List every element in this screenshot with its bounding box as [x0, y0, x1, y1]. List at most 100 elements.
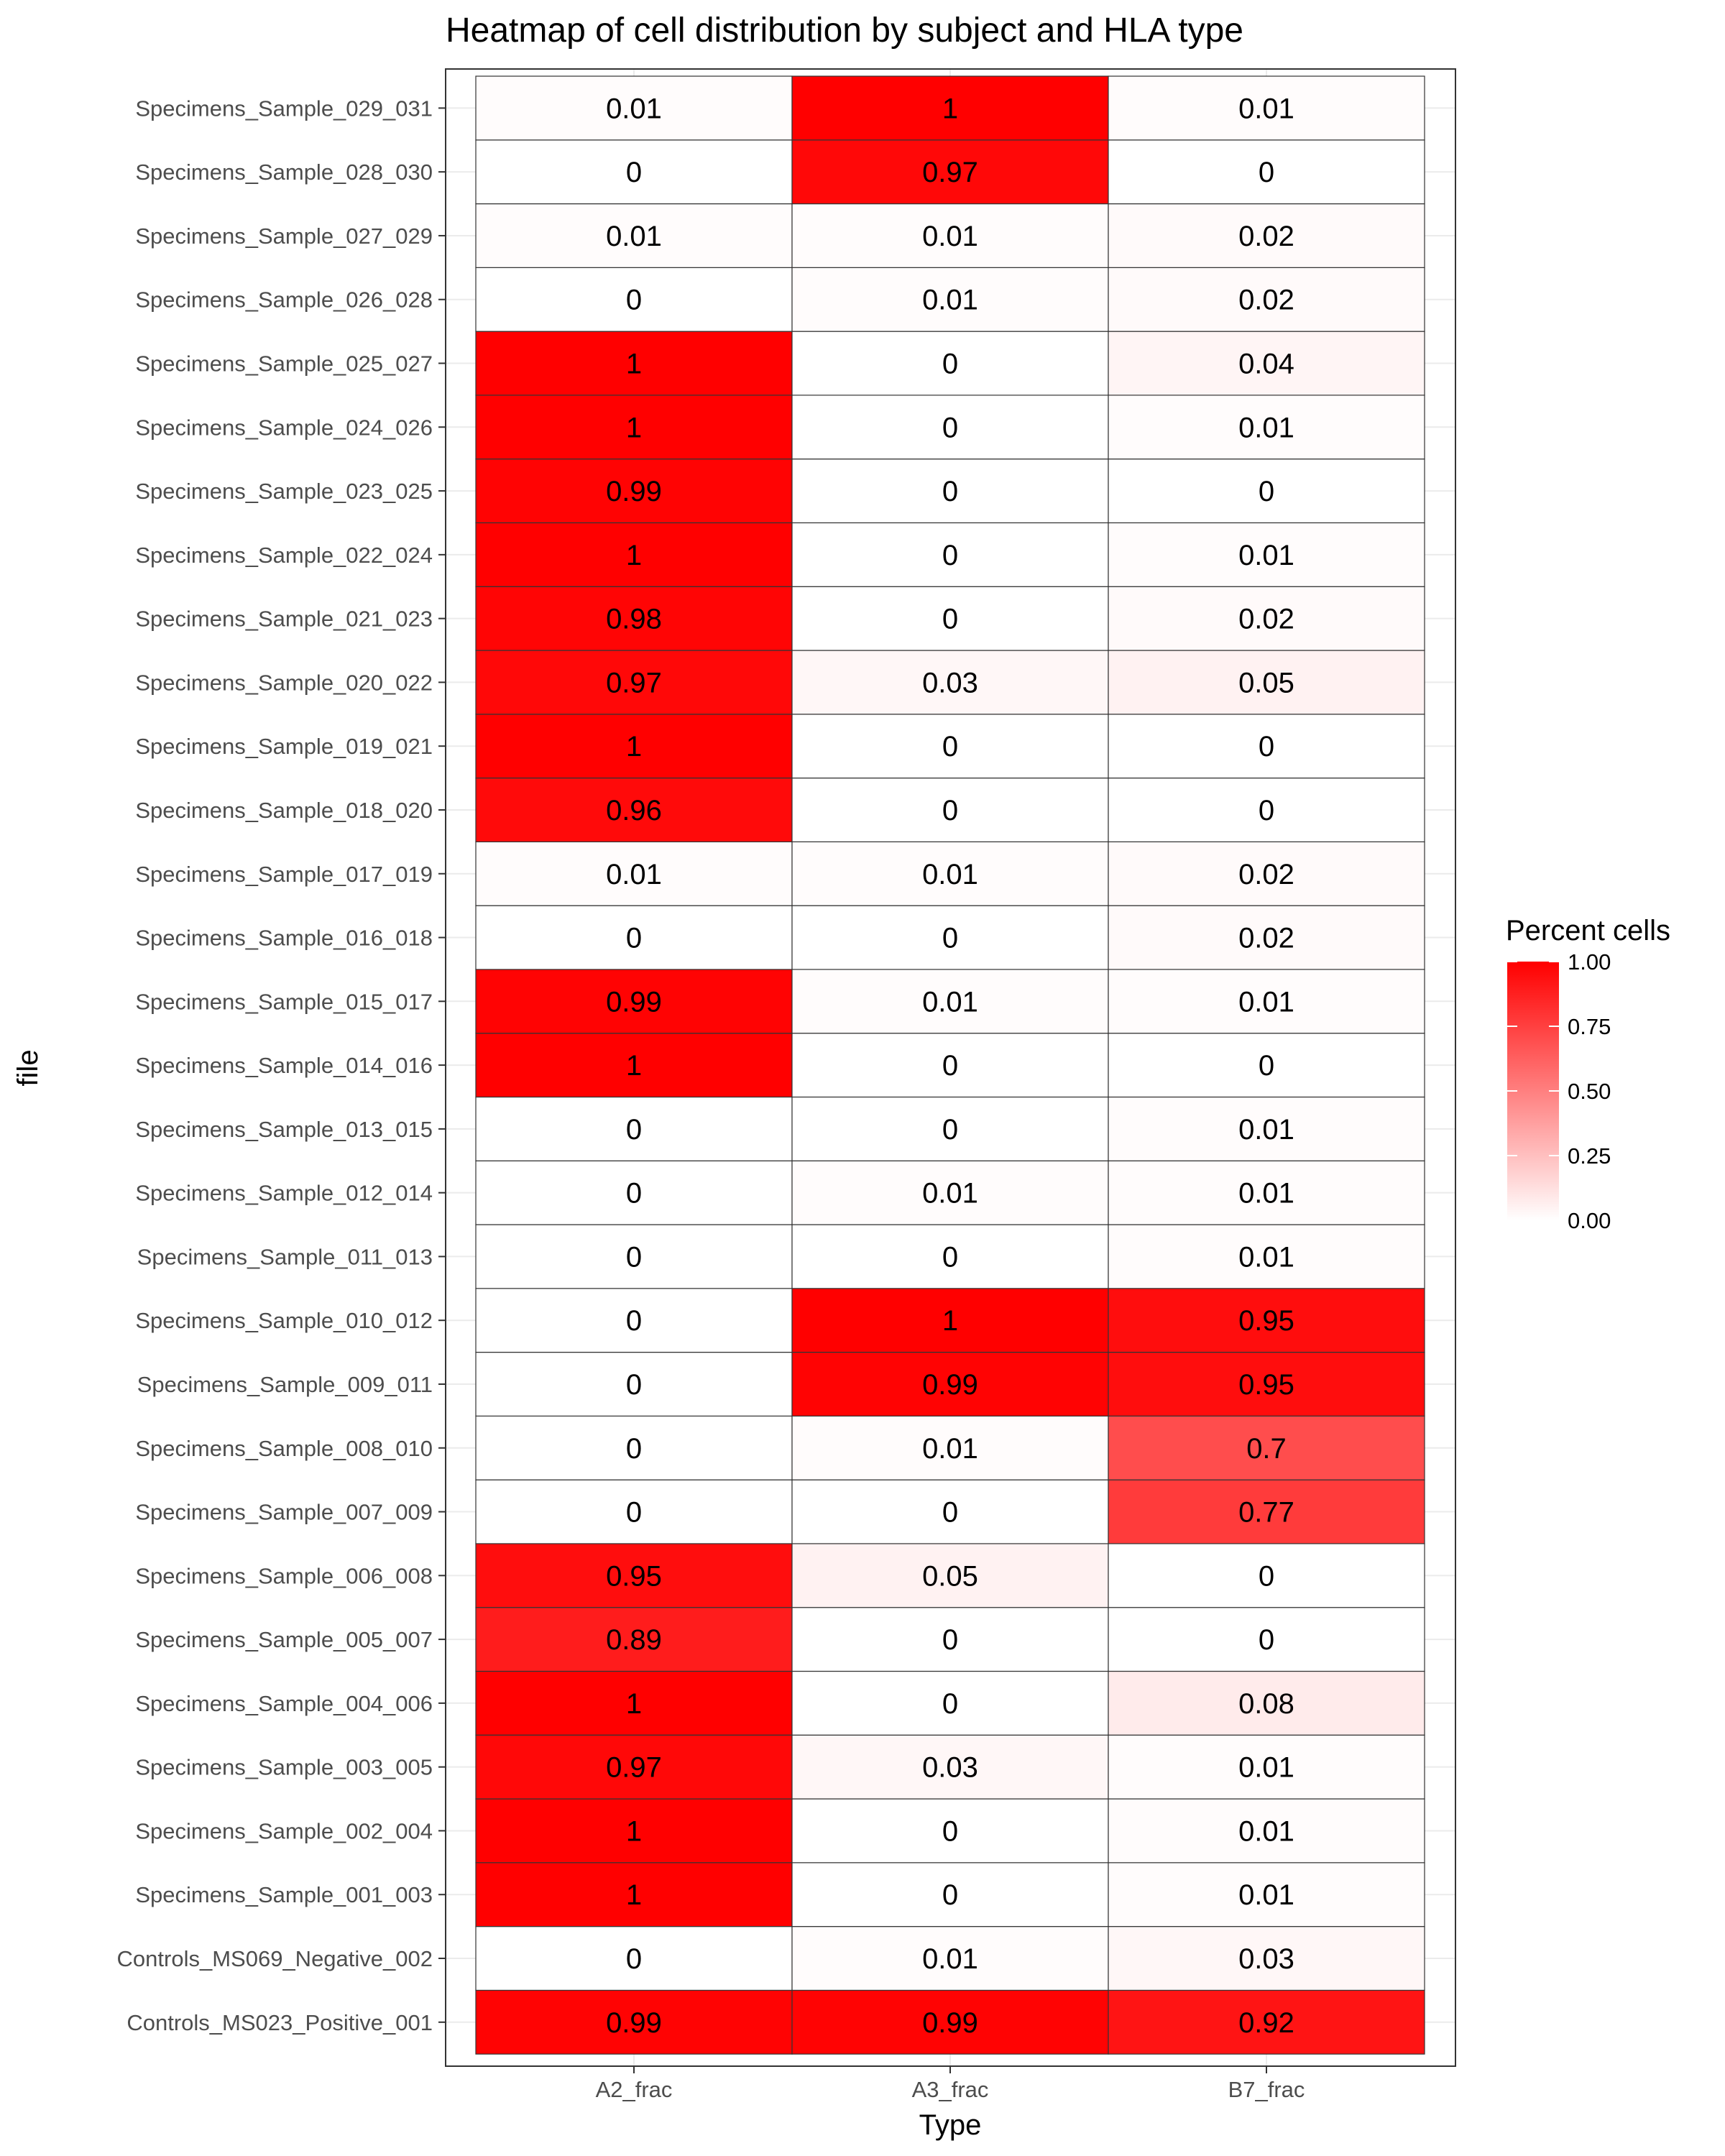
- y-tick-label: Controls_MS069_Negative_002: [117, 1946, 433, 1971]
- heatmap-cell: [1108, 1479, 1425, 1544]
- x-tick-label: B7_frac: [1228, 2077, 1305, 2102]
- cell-value-label: 1: [626, 540, 642, 571]
- y-axis: Controls_MS023_Positive_001 Controls_MS06…: [117, 96, 446, 2035]
- cell-value-label: 0: [942, 604, 958, 635]
- cell-value-label: 0.01: [1238, 1114, 1294, 1146]
- heatmap-cell: [791, 1351, 1109, 1416]
- cell-value-label: 0.01: [1238, 540, 1294, 571]
- x-tick-label: A3_frac: [912, 2077, 989, 2102]
- heatmap-cell: [791, 1798, 1109, 1864]
- heatmap-cell: [475, 1926, 793, 1991]
- cell-value-label: 0.01: [606, 93, 662, 124]
- cell-value-label: 0: [1259, 476, 1274, 507]
- heatmap-cell: [1108, 459, 1425, 524]
- cell-value-label: 0.01: [922, 285, 978, 316]
- cell-value-label: 0: [626, 157, 642, 188]
- heatmap-cell: [1108, 1798, 1425, 1864]
- heatmap-cell: [475, 1798, 793, 1864]
- y-tick-label: Specimens_Sample_029_031: [135, 96, 433, 121]
- cell-value-label: 0: [942, 412, 958, 443]
- heatmap-cell: [1108, 1862, 1425, 1927]
- x-tick-label: A2_frac: [596, 2077, 673, 2102]
- cell-value-label: 0: [626, 1305, 642, 1337]
- y-tick-label: Specimens_Sample_026_028: [135, 287, 433, 313]
- heatmap-cell: [1108, 905, 1425, 970]
- heatmap-cell: [791, 841, 1109, 906]
- cell-value-label: 0.02: [1238, 285, 1294, 316]
- heatmap-cell: [1108, 1670, 1425, 1736]
- legend-tick-label: 0.75: [1568, 1014, 1611, 1039]
- cell-value-label: 0: [1259, 731, 1274, 763]
- heatmap-cell: [475, 1479, 793, 1544]
- heatmap-cell: [791, 139, 1109, 205]
- cell-value-label: 0: [942, 795, 958, 826]
- cell-value-label: 0: [1259, 795, 1274, 826]
- heatmap-cell: [791, 459, 1109, 524]
- cell-value-label: 0: [942, 476, 958, 507]
- heatmap-cell: [791, 586, 1109, 651]
- cell-value-label: 0: [1259, 1050, 1274, 1082]
- cell-value-label: 0.01: [922, 1178, 978, 1210]
- heatmap-cell: [791, 1479, 1109, 1544]
- heatmap-cell: [1108, 1989, 1425, 2055]
- heatmap-cell: [1108, 1160, 1425, 1225]
- cell-value-label: 0.01: [1238, 986, 1294, 1018]
- cell-value-label: 0.01: [1238, 1879, 1294, 1911]
- cell-value-label: 1: [626, 731, 642, 763]
- cell-value-label: 0.01: [1238, 1815, 1294, 1847]
- heatmap-cells: 0.99 0.99 0.92 0 0.01 0.03 1 0 0.01 1 0 0.01 0.97 0.0…: [475, 75, 1425, 2055]
- cell-value-label: 0.92: [1238, 2007, 1294, 2039]
- heatmap-cell: [475, 331, 793, 396]
- legend-tick-label: 1.00: [1568, 949, 1611, 975]
- heatmap-cell: [1108, 1734, 1425, 1800]
- y-tick-label: Specimens_Sample_008_010: [135, 1436, 433, 1461]
- cell-value-label: 0: [626, 285, 642, 316]
- heatmap-cell: [791, 395, 1109, 460]
- y-tick-label: Specimens_Sample_007_009: [135, 1500, 433, 1525]
- cell-value-label: 0.95: [1238, 1369, 1294, 1401]
- cell-value-label: 0.01: [1238, 1241, 1294, 1273]
- cell-value-label: 0: [942, 731, 958, 763]
- cell-value-label: 0.01: [1238, 1178, 1294, 1210]
- x-axis-title: Type: [919, 2109, 982, 2141]
- heatmap-cell: [791, 1543, 1109, 1608]
- heatmap-cell: [791, 522, 1109, 587]
- cell-value-label: 0.01: [606, 221, 662, 252]
- heatmap-cell: [1108, 1033, 1425, 1098]
- cell-value-label: 0.99: [922, 2007, 978, 2039]
- heatmap-cell: [791, 905, 1109, 970]
- y-tick-label: Specimens_Sample_004_006: [135, 1691, 433, 1716]
- heatmap-cell: [791, 75, 1109, 141]
- y-tick-label: Specimens_Sample_022_024: [135, 543, 433, 568]
- heatmap-cell: [475, 841, 793, 906]
- cell-value-label: 0.02: [1238, 604, 1294, 635]
- cell-value-label: 0.08: [1238, 1688, 1294, 1720]
- cell-value-label: 0.01: [1238, 1752, 1294, 1784]
- cell-value-label: 0.03: [922, 667, 978, 699]
- heatmap-cell: [1108, 777, 1425, 842]
- y-tick-label: Specimens_Sample_002_004: [135, 1818, 433, 1843]
- cell-value-label: 0: [942, 1688, 958, 1720]
- y-tick-label: Controls_MS023_Positive_001: [126, 2010, 433, 2035]
- cell-value-label: 0: [626, 1369, 642, 1401]
- legend-ticks: 1.00 0.75 0.50 0.25 0.00: [1507, 949, 1611, 1233]
- cell-value-label: 0.02: [1238, 221, 1294, 252]
- heatmap-cell: [791, 1670, 1109, 1736]
- heatmap-cell: [475, 1033, 793, 1098]
- heatmap-cell: [1108, 1096, 1425, 1161]
- cell-value-label: 0: [626, 923, 642, 954]
- cell-value-label: 1: [626, 412, 642, 443]
- y-tick-label: Specimens_Sample_012_014: [135, 1181, 433, 1206]
- y-tick-label: Specimens_Sample_016_018: [135, 926, 433, 951]
- y-tick-label: Specimens_Sample_023_025: [135, 479, 433, 504]
- cell-value-label: 0.97: [922, 157, 978, 188]
- cell-value-label: 0: [1259, 157, 1274, 188]
- cell-value-label: 0.99: [922, 1369, 978, 1401]
- cell-value-label: 0.89: [606, 1624, 662, 1656]
- heatmap-cell: [475, 1862, 793, 1927]
- heatmap-cell: [1108, 841, 1425, 906]
- y-tick-label: Specimens_Sample_010_012: [135, 1308, 433, 1333]
- y-tick-label: Specimens_Sample_017_019: [135, 862, 433, 887]
- heatmap-cell: [475, 1989, 793, 2055]
- cell-value-label: 0.01: [1238, 412, 1294, 443]
